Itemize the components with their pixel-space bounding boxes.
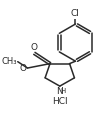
Text: N: N bbox=[55, 87, 62, 96]
Text: CH₃: CH₃ bbox=[2, 57, 17, 66]
Text: H: H bbox=[60, 88, 66, 94]
Text: O: O bbox=[19, 64, 26, 73]
Text: O: O bbox=[30, 43, 37, 52]
Text: Cl: Cl bbox=[70, 9, 79, 18]
Text: HCl: HCl bbox=[52, 97, 67, 106]
